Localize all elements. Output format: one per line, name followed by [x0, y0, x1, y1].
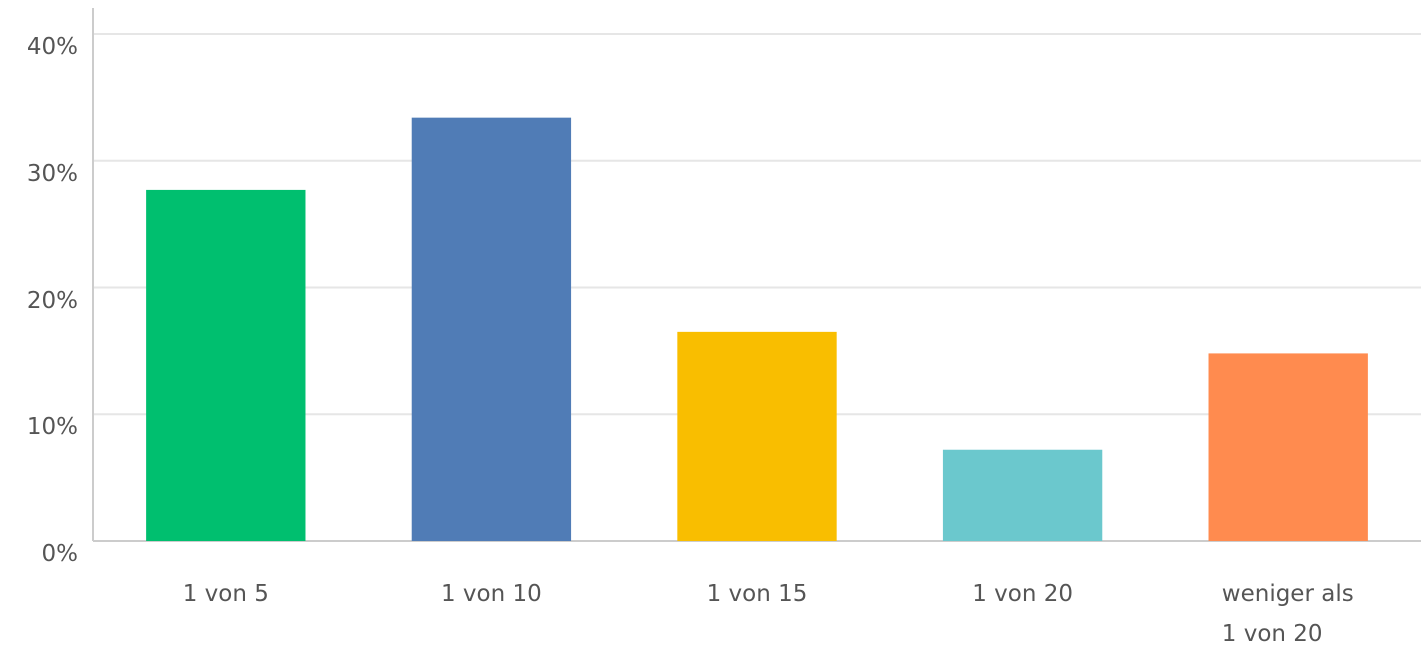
x-tick-label: 1 von 15: [706, 581, 808, 607]
bar: [146, 189, 306, 541]
y-tick-label: 10%: [26, 414, 78, 441]
x-tick-label: 1 von 5: [182, 581, 269, 607]
bar: [677, 331, 837, 541]
bar: [411, 117, 572, 541]
y-tick-label: 40%: [26, 34, 78, 60]
bar: [942, 449, 1103, 541]
y-tick-label: 0%: [41, 541, 79, 567]
x-tick-label: weniger als 1 von 20: [1221, 581, 1354, 647]
bar: [1208, 353, 1368, 541]
x-tick-label: 1 von 10: [440, 581, 542, 607]
y-tick-label: 20%: [26, 287, 78, 314]
x-tick-label: 1 von 20: [972, 581, 1073, 607]
y-tick-label: 30%: [26, 160, 78, 187]
